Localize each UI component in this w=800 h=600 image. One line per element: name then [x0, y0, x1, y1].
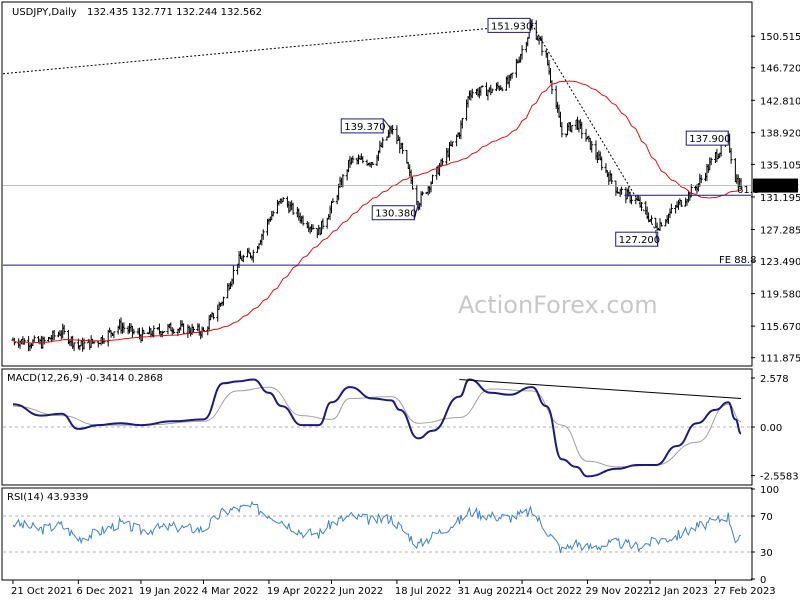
- rsi-line: [12, 500, 742, 554]
- annotation-leader: [655, 230, 659, 247]
- x-tick-label: 18 Jul 2022: [395, 586, 452, 597]
- annotation-label: 139.370: [344, 122, 385, 133]
- macd-y-tick-label: -2.5583: [760, 472, 799, 483]
- fe-888-label: FE 88.8: [719, 255, 757, 266]
- symbol-label: USDJPY,Daily: [12, 7, 77, 18]
- fib-618-label: 61.8: [737, 185, 759, 196]
- watermark: ActionForex.com: [458, 291, 658, 319]
- price-y-tick-label: 142.810: [760, 96, 800, 107]
- price-y-tick-label: 135.105: [760, 160, 800, 171]
- dotted-trendline: [2, 23, 533, 75]
- annotation-label: 130.380: [375, 209, 416, 220]
- price-y-tick-label: 119.580: [760, 290, 800, 301]
- x-tick-label: 19 Apr 2022: [267, 586, 329, 597]
- price-y-tick-label: 127.285: [760, 225, 800, 236]
- macd-title: MACD(12,26,9) -0.3414 0.2868: [7, 373, 163, 384]
- x-tick-label: 27 Feb 2023: [713, 586, 775, 597]
- rsi-y-tick-label: 30: [760, 548, 773, 559]
- dotted-swing-line: [531, 24, 657, 231]
- x-tick-label: 31 Aug 2022: [457, 586, 521, 597]
- price-y-tick-label: 123.490: [760, 257, 800, 268]
- x-tick-label: 21 Oct 2021: [11, 586, 73, 597]
- annotation-label: 151.930: [491, 21, 532, 32]
- rsi-y-tick-label: 100: [760, 485, 779, 496]
- macd-layer: [3, 378, 751, 478]
- annotation-label: 127.200: [619, 235, 660, 246]
- annotation-label: 137.900: [689, 134, 730, 145]
- x-tick-label: 2 Jun 2022: [329, 586, 383, 597]
- rsi-panel-frame: [1, 487, 753, 581]
- annotation-leader: [529, 18, 533, 25]
- annotation-box: [371, 205, 415, 221]
- x-tick-label: 6 Dec 2021: [76, 586, 134, 597]
- price-y-tick-label: 138.920: [760, 129, 800, 140]
- annotation-box: [487, 17, 531, 33]
- price-y-tick-label: 111.875: [760, 354, 800, 365]
- annotation-leader: [382, 118, 392, 130]
- rsi-y-tick-label: 0: [760, 575, 766, 586]
- axes-layer: 150.515 146.720 142.810 138.920 135.105 131.1…: [11, 32, 800, 597]
- macd-line: [12, 378, 742, 478]
- x-tick-label: 19 Jan 2022: [139, 586, 199, 597]
- rsi-y-tick-label: 70: [760, 512, 773, 523]
- rsi-layer: [3, 500, 751, 554]
- annotation-leader: [413, 203, 419, 220]
- price-layer: 61.8 FE 88.8 151.930 139.370 137.900 130.380 1…: [2, 17, 759, 352]
- macd-trendline: [459, 379, 742, 399]
- rsi-title: RSI(14) 43.9339: [7, 492, 88, 503]
- moving-average-line: [12, 80, 742, 344]
- current-price-label: 132.562: [758, 182, 799, 193]
- ohlc-label: 132.435 132.771 132.244 132.562: [87, 7, 262, 18]
- macd-y-tick-label: 2.578: [760, 374, 789, 385]
- price-y-tick-label: 115.670: [760, 322, 800, 333]
- x-tick-label: 4 Mar 2022: [202, 586, 259, 597]
- annotation-box: [615, 231, 659, 247]
- current-price-badge: [753, 178, 798, 193]
- x-tick-label: 12 Jan 2023: [648, 586, 708, 597]
- x-tick-label: 29 Nov 2022: [585, 586, 649, 597]
- annotation-box: [340, 118, 384, 134]
- macd-y-tick-label: 0.00: [760, 423, 782, 434]
- price-y-tick-label: 131.195: [760, 193, 800, 204]
- price-y-tick-label: 146.720: [760, 64, 800, 75]
- x-tick-label: 14 Oct 2022: [520, 586, 582, 597]
- price-y-tick-label: 150.515: [760, 32, 800, 43]
